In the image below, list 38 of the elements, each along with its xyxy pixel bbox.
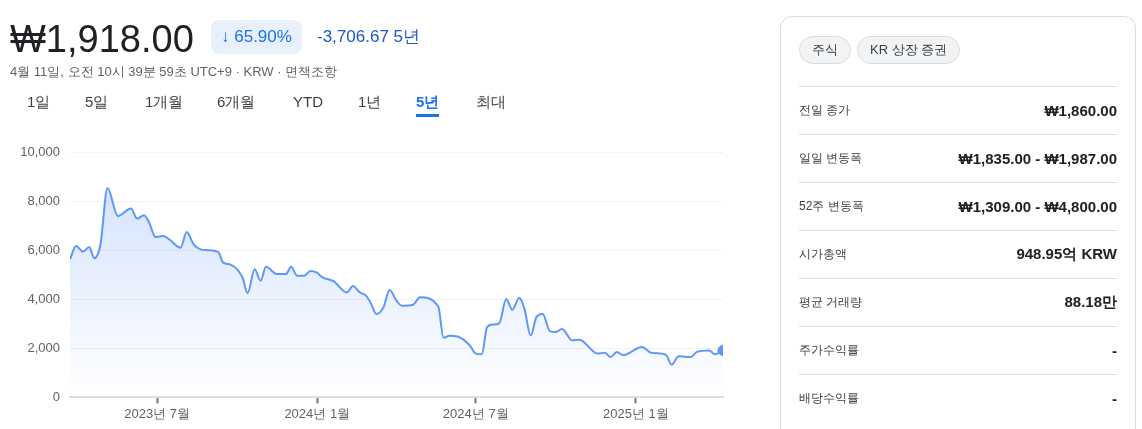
y-tick-label: 8,000	[27, 193, 60, 209]
text: ₩1,835.00 - ₩1,987.00	[958, 150, 1117, 167]
text: 일일 변동폭	[799, 150, 863, 167]
y-tick-label: 2,000	[27, 340, 60, 356]
text: 주식	[799, 36, 851, 64]
x-tick-label: 2024년 1월	[284, 405, 351, 421]
text: 1일	[27, 93, 51, 112]
text: 전일 종가	[799, 102, 851, 119]
y-tick-label: 6,000	[27, 242, 60, 258]
text: 배당수익률	[799, 390, 859, 407]
chart-title: ₩1,918.00	[10, 17, 194, 62]
text: 시가총액	[799, 246, 847, 263]
text: 6개월	[217, 93, 256, 112]
text: KR 상장 증권	[857, 36, 961, 64]
chart-subtitle: 4월 11일, 오전 10시 39분 59초 UTC+9 · KRW · 면책조항	[10, 63, 338, 81]
text: 1개월	[145, 93, 184, 112]
text: -	[1112, 342, 1117, 359]
text: -	[1112, 390, 1117, 407]
x-tick-label: 2023년 7월	[124, 405, 190, 421]
text: 52주 변동폭	[799, 198, 864, 215]
x-tick-label: 2025년 1월	[603, 405, 669, 421]
y-tick-label: 10,000	[20, 144, 60, 160]
y-tick-label: 4,000	[27, 291, 60, 307]
text: 평균 거래량	[799, 294, 863, 311]
text: 1년	[358, 93, 382, 112]
text: 948.95억 KRW	[1016, 245, 1117, 264]
text: 5년	[416, 93, 440, 117]
text: ₩1,860.00	[1044, 102, 1117, 119]
text: 88.18만	[1064, 293, 1117, 312]
text: ↓ 65.90%	[211, 20, 302, 54]
text: 주가수익률	[799, 342, 859, 359]
text: ₩1,309.00 - ₩4,800.00	[958, 198, 1117, 215]
text: 5일	[85, 93, 109, 112]
text: -3,706.67 5년	[317, 26, 421, 48]
text: YTD	[293, 93, 323, 112]
x-tick-label: 2024년 7월	[442, 405, 509, 421]
y-tick-label: 0	[52, 388, 60, 404]
text: 최대	[476, 93, 506, 112]
